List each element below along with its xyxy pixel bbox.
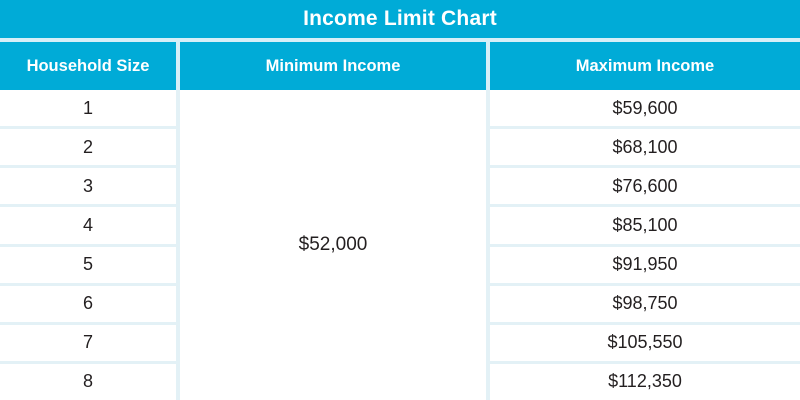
title-divider	[0, 38, 800, 42]
table-header-row: Household Size Minimum Income Maximum In…	[0, 42, 800, 90]
table-body: 1 2 3 4 5 6 7 8 $52,000 $59,600 $68,100 …	[0, 90, 800, 400]
column-header-maximum-income: Maximum Income	[490, 42, 800, 90]
household-size-cell: 8	[0, 363, 176, 400]
household-size-cell: 7	[0, 324, 176, 361]
column-header-minimum-income: Minimum Income	[180, 42, 486, 90]
household-size-cell: 6	[0, 285, 176, 322]
minimum-income-merged-cell: $52,000	[180, 90, 486, 400]
maximum-income-cell: $91,950	[490, 246, 800, 283]
maximum-income-column: $59,600 $68,100 $76,600 $85,100 $91,950 …	[490, 90, 800, 400]
maximum-income-cell: $68,100	[490, 129, 800, 166]
household-size-cell: 5	[0, 246, 176, 283]
column-header-household-size: Household Size	[0, 42, 176, 90]
chart-title: Income Limit Chart	[303, 7, 497, 30]
household-size-cell: 2	[0, 129, 176, 166]
chart-title-bar: Income Limit Chart	[0, 0, 800, 38]
maximum-income-cell: $59,600	[490, 90, 800, 127]
maximum-income-cell: $112,350	[490, 363, 800, 400]
maximum-income-cell: $105,550	[490, 324, 800, 361]
household-size-cell: 4	[0, 207, 176, 244]
maximum-income-cell: $76,600	[490, 168, 800, 205]
maximum-income-cell: $85,100	[490, 207, 800, 244]
household-size-cell: 3	[0, 168, 176, 205]
maximum-income-cell: $98,750	[490, 285, 800, 322]
household-size-column: 1 2 3 4 5 6 7 8	[0, 90, 176, 400]
household-size-cell: 1	[0, 90, 176, 127]
